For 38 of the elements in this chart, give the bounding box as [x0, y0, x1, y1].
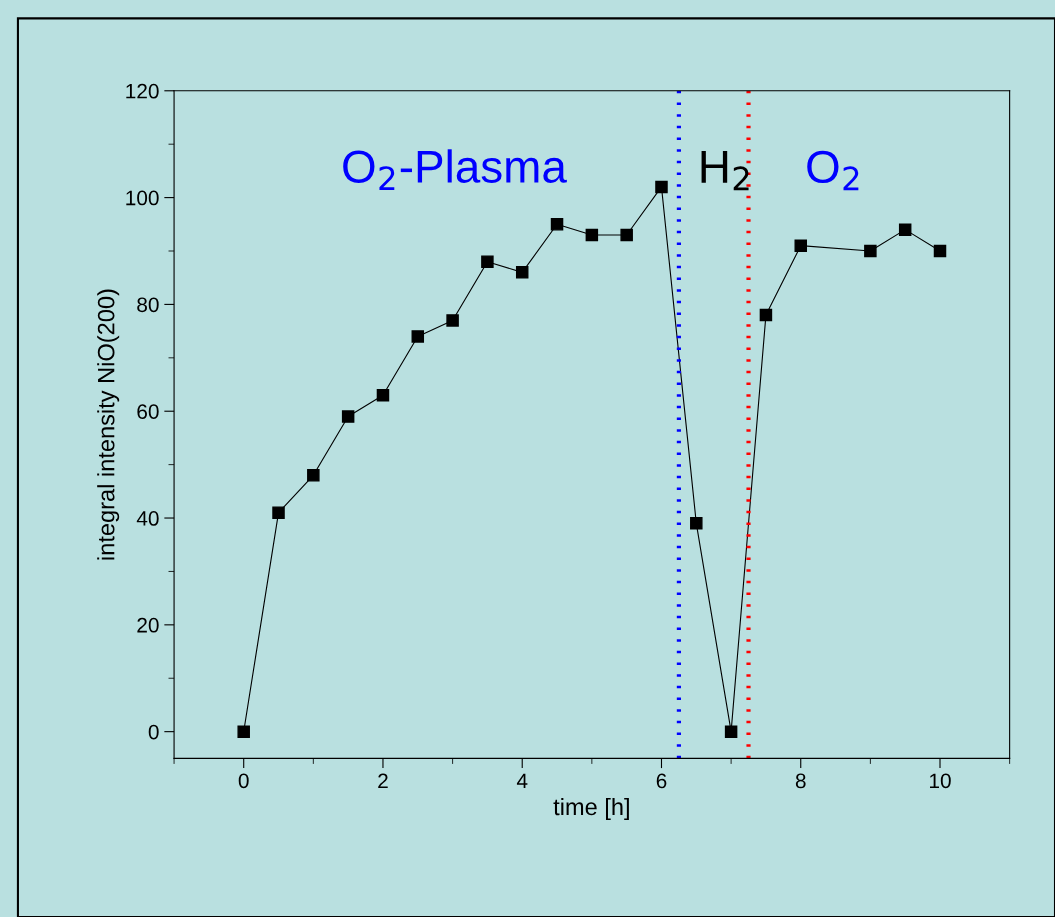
- annotation: O$_{2}$-Plasma: [343, 149, 567, 191]
- point: [446, 314, 459, 327]
- point: [864, 244, 877, 258]
- point: [759, 308, 773, 322]
- y-tick-label: 100: [126, 190, 159, 206]
- point: [272, 506, 285, 519]
- point: [620, 228, 633, 242]
- point: [724, 725, 738, 738]
- x-tick-label: 6: [656, 773, 667, 789]
- x-tick-label: 2: [378, 773, 388, 789]
- y-tick-label: 40: [136, 511, 159, 526]
- point: [933, 244, 947, 258]
- point: [341, 410, 355, 423]
- y-tick-label: 60: [137, 404, 159, 419]
- point: [481, 255, 494, 268]
- annotation: O$_{2}$: [807, 150, 859, 191]
- point: [237, 725, 250, 738]
- x-tick-label: 0: [238, 773, 249, 789]
- x-tick-label: 8: [795, 773, 806, 789]
- y-tick-label: 80: [137, 297, 159, 313]
- annotation: H$_{2}$: [701, 151, 749, 191]
- point: [794, 239, 807, 252]
- point: [376, 388, 390, 402]
- point: [550, 218, 564, 231]
- x-tick-label: 10: [930, 773, 951, 789]
- point: [655, 180, 668, 194]
- y-tick-label: 0: [148, 724, 159, 740]
- point: [411, 330, 425, 343]
- x-tick-label: 4: [516, 773, 528, 789]
- point: [898, 223, 912, 236]
- y-axis-title: integral intensity NiO(200): [97, 289, 120, 560]
- x-axis-title: time [h]: [553, 797, 629, 820]
- point: [307, 469, 320, 482]
- point: [690, 517, 703, 530]
- y-tick-label: 20: [137, 617, 159, 633]
- point: [515, 266, 529, 279]
- point: [585, 228, 599, 242]
- y-tick-label: 120: [126, 83, 159, 99]
